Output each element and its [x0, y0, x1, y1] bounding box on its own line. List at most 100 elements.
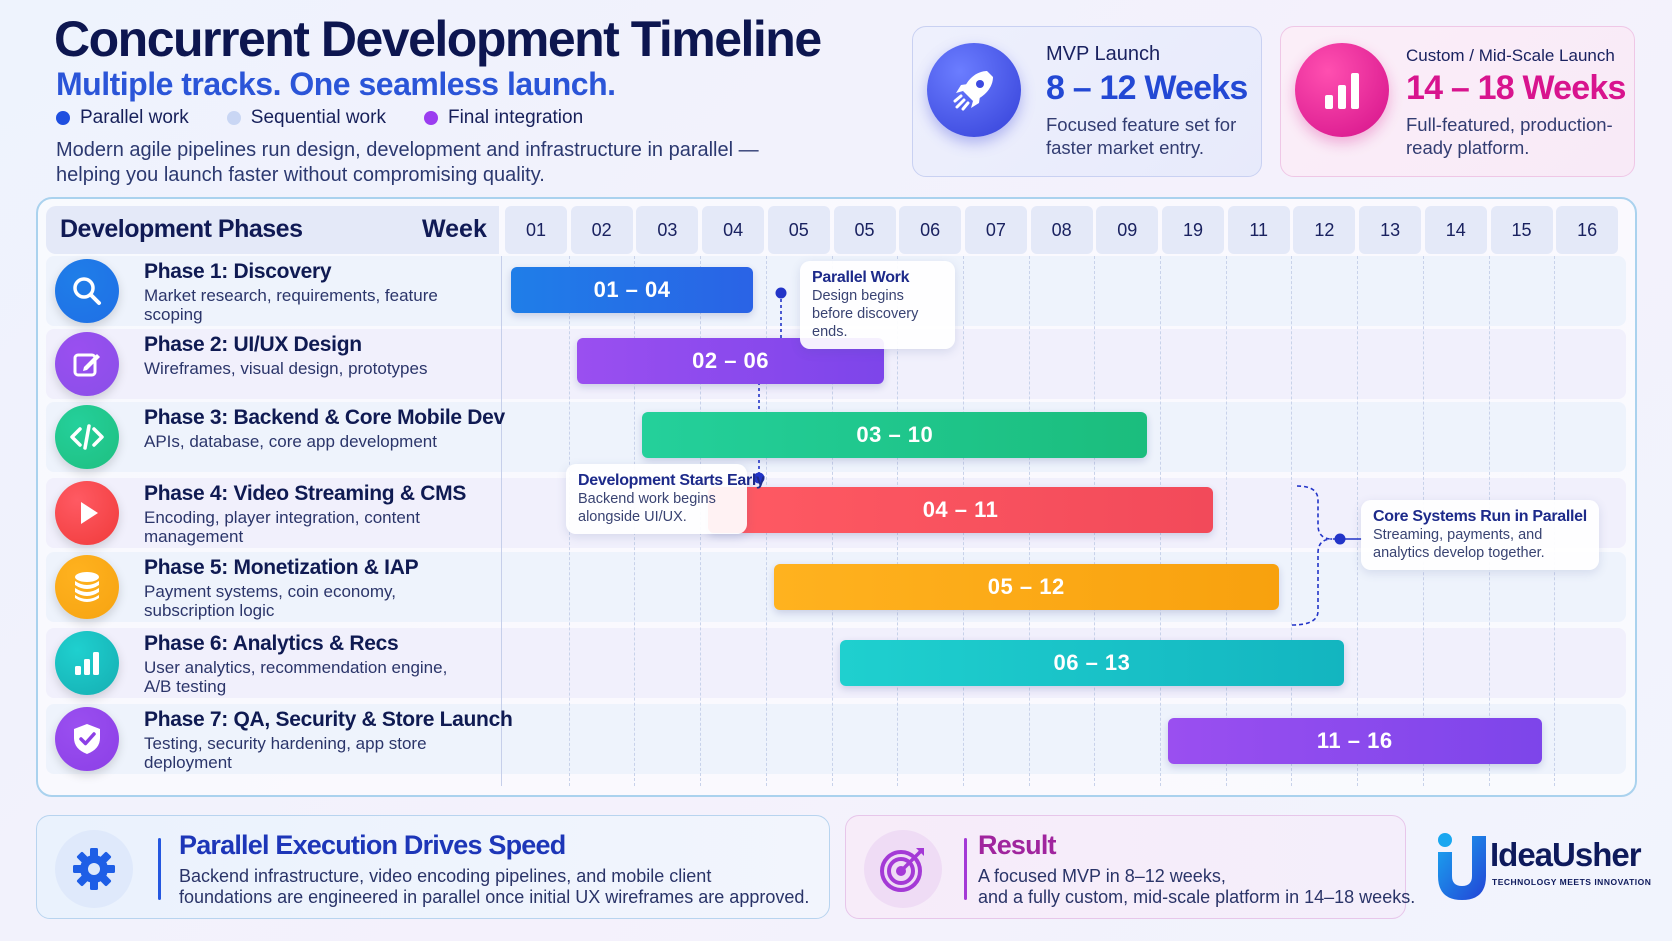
week-grid-line [1357, 256, 1359, 786]
mvp-duration: 8 – 12 Weeks [1046, 69, 1248, 107]
week-header-cell: 01 [505, 206, 567, 254]
week-grid-line [1225, 256, 1227, 786]
week-header-cell: 05 [767, 206, 830, 254]
phase-bar: 01 – 04 [511, 267, 754, 313]
week-header-cell: 12 [1293, 206, 1356, 254]
week-header-cell: 11 [1227, 206, 1290, 254]
callout-development-starts-early: Development Starts Early Backend work be… [566, 464, 765, 534]
custom-duration: 14 – 18 Weeks [1406, 69, 1626, 107]
week-header-cell: 06 [899, 206, 962, 254]
phase-bar: 11 – 16 [1168, 718, 1542, 764]
week-header-cell: 05 [833, 206, 896, 254]
phase-title: Phase 7: QA, Security & Store Launch [144, 708, 513, 731]
mvp-label: MVP Launch [1046, 43, 1161, 65]
phase-bar: 06 – 13 [839, 640, 1345, 686]
legend-label: Sequential work [250, 107, 386, 128]
timeline-header [46, 206, 499, 254]
speed-text-line: foundations are engineered in parallel o… [179, 887, 810, 907]
brand-name: IdeaUsher [1490, 836, 1642, 873]
legend-item-parallel: Parallel work [56, 107, 189, 129]
mvp-description: Focused feature set for faster market en… [1046, 114, 1237, 158]
phase-description: User analytics, recommendation engine, A… [144, 658, 448, 696]
coins-icon [55, 555, 119, 619]
legend-label: Parallel work [80, 107, 189, 128]
callout-core-systems: Core Systems Run in Parallel Streaming, … [1361, 500, 1599, 570]
shield-check-icon [55, 707, 119, 771]
week-header-cell: 04 [702, 206, 765, 254]
play-icon [55, 481, 119, 545]
result-text-line: and a fully custom, mid-scale platform i… [978, 887, 1416, 907]
phase-description: Encoding, player integration, content ma… [144, 508, 420, 546]
custom-launch-card: Custom / Mid-Scale Launch 14 – 18 Weeks … [1280, 26, 1635, 177]
brand-logo-icon [1438, 833, 1486, 900]
analytics-icon [55, 631, 119, 695]
target-icon [864, 830, 942, 908]
phase-title: Phase 6: Analytics & Recs [144, 632, 399, 655]
result-text: A focused MVP in 8–12 weeks, and a fully… [978, 866, 1415, 908]
week-header-cell: 15 [1490, 206, 1553, 254]
parallel-execution-card: Parallel Execution Drives Speed Backend … [36, 815, 830, 919]
edit-icon [55, 332, 119, 396]
week-header-cell: 13 [1359, 206, 1422, 254]
speed-text-line: Backend infrastructure, video encoding p… [179, 866, 712, 886]
search-icon [55, 259, 119, 323]
speed-text: Backend infrastructure, video encoding p… [179, 866, 809, 908]
legend-dot-icon [226, 111, 241, 125]
phase-description: Payment systems, coin economy, subscript… [144, 582, 396, 620]
phase-title: Phase 2: UI/UX Design [144, 333, 362, 356]
week-header-cell: 14 [1424, 206, 1487, 254]
week-header-cell: 09 [1096, 206, 1159, 254]
phase-title: Phase 3: Backend & Core Mobile Dev [144, 406, 505, 429]
result-text-line: A focused MVP in 8–12 weeks, [978, 866, 1226, 886]
legend-item-final: Final integration [423, 107, 584, 129]
phases-heading: Development Phases [60, 215, 303, 243]
brand-tagline: TECHNOLOGY MEETS INNOVATION [1492, 877, 1652, 887]
legend-label: Final integration [447, 107, 584, 128]
accent-bar [964, 838, 967, 900]
legend: Parallel work Sequential work Final inte… [56, 107, 583, 129]
intro-text: Modern agile pipelines run design, devel… [56, 139, 759, 186]
week-grid-line [1291, 256, 1293, 786]
phase-row [46, 628, 1626, 698]
week-header-cell: 02 [570, 206, 633, 254]
phase-bar: 03 – 10 [642, 412, 1148, 458]
custom-description: Full-featured, production-ready platform… [1406, 114, 1613, 158]
callout-text: Streaming, payments, and analytics devel… [1373, 527, 1545, 561]
callout-parallel-work: Parallel Work Design begins before disco… [800, 261, 955, 349]
week-header-cell: 07 [964, 206, 1027, 254]
phase-column-divider [501, 256, 502, 786]
rocket-icon [927, 43, 1021, 137]
week-header-cell: 08 [1030, 206, 1093, 254]
page-subtitle: Multiple tracks. One seamless launch. [56, 66, 616, 102]
legend-dot-icon [423, 111, 438, 125]
legend-item-sequential: Sequential work [226, 107, 386, 129]
callout-text: Backend work begins alongside UI/UX. [578, 491, 716, 525]
phase-title: Phase 1: Discovery [144, 260, 332, 283]
result-card: Result A focused MVP in 8–12 weeks, and … [845, 815, 1415, 919]
code-icon [55, 405, 119, 469]
page-title: Concurrent Development Timeline [54, 11, 822, 67]
week-header-cell: 19 [1162, 206, 1224, 254]
callout-title: Parallel Work [812, 269, 910, 286]
legend-dot-icon [56, 111, 70, 125]
speed-title: Parallel Execution Drives Speed [179, 830, 566, 860]
callout-text: Design begins before discovery ends. [812, 288, 919, 340]
gear-icon [55, 830, 133, 908]
phase-bar: 05 – 12 [773, 564, 1279, 610]
week-header-cell: 16 [1556, 206, 1619, 254]
phase-description: Market research, requirements, feature s… [144, 286, 438, 324]
callout-title: Development Starts Early [578, 472, 765, 489]
phase-title: Phase 5: Monetization & IAP [144, 556, 419, 579]
accent-bar [158, 838, 161, 900]
result-title: Result [978, 830, 1057, 860]
week-heading: Week [422, 215, 487, 243]
phase-description: Wireframes, visual design, prototypes [144, 359, 428, 378]
bar-chart-icon [1295, 43, 1389, 137]
custom-label: Custom / Mid-Scale Launch [1406, 46, 1615, 65]
phase-description: APIs, database, core app development [144, 432, 437, 451]
mvp-launch-card: MVP Launch 8 – 12 Weeks Focused feature … [912, 26, 1262, 177]
week-header-cell: 03 [636, 206, 699, 254]
phase-description: Testing, security hardening, app store d… [144, 734, 427, 772]
phase-bar: 04 – 11 [708, 487, 1213, 533]
